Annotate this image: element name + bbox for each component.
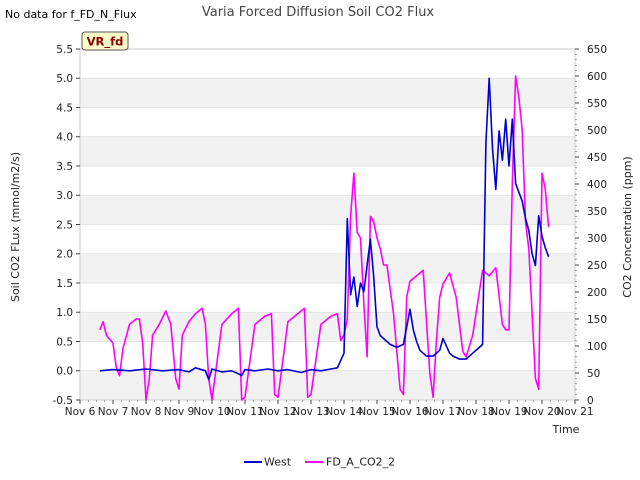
series-line-west [99, 77, 550, 381]
y-tick-label: 1.0 [56, 307, 73, 319]
band-3 [80, 283, 575, 313]
y-axis-left: -0.5 0.0 0.5 1.0 1.5 2.0 2.5 3.0 3.5 4.0 4.5 5.0 5.5 [53, 44, 80, 407]
y2-tick-label: 300 [587, 233, 607, 245]
band-10 [80, 78, 575, 108]
x-tick-label: Nov 11 [226, 406, 263, 418]
x-tick-label: Nov 16 [391, 406, 429, 418]
y2-axis-label: CO2 Concentration (ppm) [621, 156, 634, 297]
band-0 [80, 370, 575, 400]
x-tick-label: Nov 20 [523, 406, 560, 418]
y-axis-label: Soil CO2 FLux (mmol/m2/s) [9, 152, 22, 302]
x-tick-label: Nov 14 [325, 406, 363, 418]
x-tick-label: Nov 12 [259, 406, 296, 418]
x-tick-label: Nov 9 [164, 406, 195, 418]
y-tick-label: 5.5 [56, 44, 73, 56]
series-layer [99, 75, 550, 401]
y-tick-label: 3.0 [56, 190, 73, 202]
y-tick-label: 2.0 [56, 249, 73, 261]
y-tick-label: 0.5 [56, 336, 73, 348]
x-tick-label: Nov 8 [131, 406, 162, 418]
y-tick-label: 4.0 [56, 132, 73, 144]
band-6 [80, 195, 575, 225]
x-tick-label: Nov 10 [193, 406, 230, 418]
y2-tick-label: 150 [587, 314, 607, 326]
x-tick-label: Nov 6 [65, 406, 96, 418]
x-tick-label: Nov 15 [358, 406, 395, 418]
y-tick-label: 0.0 [56, 366, 73, 378]
series-line-fd-a-co2-2 [99, 75, 550, 401]
y2-tick-label: 650 [587, 44, 607, 56]
background-bands [80, 49, 575, 400]
y2-tick-label: 600 [587, 71, 607, 83]
y-tick-label: 5.0 [56, 73, 73, 85]
x-tick-label: Nov 19 [490, 406, 527, 418]
y2-tick-label: 100 [587, 341, 607, 353]
y2-tick-label: 50 [587, 368, 600, 380]
band-7 [80, 166, 575, 196]
legend-label-fd-a-co2-2: FD_A_CO2_2 [326, 456, 395, 469]
y2-tick-label: 350 [587, 206, 607, 218]
y2-tick-label: 550 [587, 98, 607, 110]
no-data-note: No data for f_FD_N_Flux [5, 8, 137, 21]
chart-title: Varia Forced Diffusion Soil CO2 Flux [202, 5, 435, 20]
y-tick-label: 3.5 [56, 161, 73, 173]
y2-tick-label: 0 [587, 395, 594, 407]
y-tick-label: 4.5 [56, 102, 73, 114]
x-tick-label: Nov 13 [292, 406, 329, 418]
y-tick-label: 1.5 [56, 278, 73, 290]
x-axis-label: Time [552, 423, 580, 436]
band-5 [80, 224, 575, 254]
badge-box [81, 31, 129, 51]
band-9 [80, 107, 575, 137]
x-tick-label: Nov 17 [424, 406, 461, 418]
legend: West FD_A_CO2_2 [244, 456, 395, 469]
y2-tick-label: 500 [587, 125, 607, 137]
y-tick-label: -0.5 [53, 395, 74, 407]
band-11 [80, 49, 575, 79]
y2-tick-label: 450 [587, 152, 607, 164]
y-axis-right: 0 50 100 150 200 250 300 350 400 450 500 550 600 650 [575, 44, 607, 407]
x-tick-label: Nov 18 [457, 406, 494, 418]
vr-fd-badge: VR_fd [81, 31, 129, 51]
x-tick-label: Nov 21 [556, 406, 593, 418]
band-4 [80, 253, 575, 283]
y2-tick-label: 400 [587, 179, 607, 191]
y2-tick-label: 250 [587, 260, 607, 272]
badge-label: VR_fd [87, 35, 124, 50]
band-1 [80, 341, 575, 371]
y2-tick-label: 200 [587, 287, 607, 299]
x-tick-label: Nov 7 [98, 406, 129, 418]
legend-label-west: West [264, 456, 292, 469]
y-tick-label: 2.5 [56, 219, 73, 231]
